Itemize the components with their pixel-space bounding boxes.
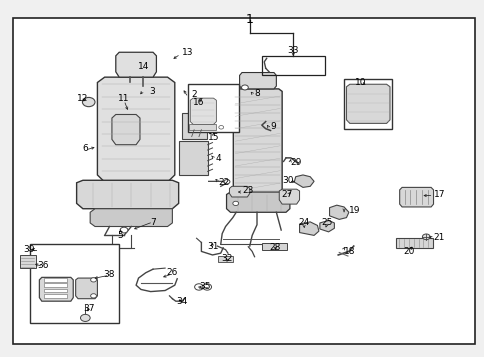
Polygon shape [190, 98, 216, 125]
Polygon shape [97, 77, 174, 182]
Text: 2: 2 [191, 90, 197, 100]
Text: 12: 12 [77, 94, 89, 103]
Text: 13: 13 [182, 48, 193, 57]
Text: 24: 24 [298, 218, 309, 227]
Bar [343, 79, 392, 129]
Polygon shape [90, 209, 172, 226]
Circle shape [120, 227, 128, 233]
Text: 30: 30 [282, 176, 294, 185]
Bar [178, 141, 207, 175]
Bar [182, 113, 207, 139]
Polygon shape [233, 89, 282, 195]
Bar [20, 255, 35, 268]
Text: 35: 35 [198, 282, 210, 291]
Text: 18: 18 [343, 247, 355, 256]
Text: 10: 10 [354, 78, 366, 87]
Text: 29: 29 [289, 158, 301, 167]
Text: 15: 15 [207, 133, 219, 142]
Text: 27: 27 [281, 190, 292, 199]
Polygon shape [294, 175, 314, 187]
Text: 36: 36 [37, 261, 49, 270]
Text: 23: 23 [242, 186, 253, 195]
Text: 9: 9 [270, 122, 276, 131]
Polygon shape [116, 52, 156, 77]
Polygon shape [399, 187, 433, 207]
Bar [30, 244, 119, 322]
Text: 39: 39 [23, 245, 34, 254]
Bar [261, 56, 324, 75]
Circle shape [218, 126, 223, 129]
Polygon shape [76, 278, 97, 299]
Bar [44, 289, 67, 292]
Text: 14: 14 [137, 62, 149, 71]
Text: 4: 4 [215, 155, 221, 164]
Polygon shape [229, 186, 249, 197]
Text: 19: 19 [348, 206, 360, 215]
Bar [188, 84, 239, 132]
Polygon shape [226, 192, 289, 212]
Circle shape [91, 294, 96, 298]
Bar [395, 238, 432, 248]
Polygon shape [346, 84, 389, 124]
Text: 34: 34 [176, 297, 187, 306]
Text: 8: 8 [254, 89, 260, 98]
Polygon shape [76, 180, 178, 209]
Circle shape [232, 201, 238, 206]
Text: 3: 3 [150, 87, 155, 96]
Polygon shape [112, 115, 140, 145]
Text: 31: 31 [207, 242, 219, 251]
Polygon shape [39, 277, 73, 301]
Circle shape [82, 97, 95, 107]
Text: 7: 7 [150, 218, 155, 227]
Bar [189, 124, 215, 130]
Polygon shape [329, 205, 348, 220]
Text: 38: 38 [104, 270, 115, 279]
Text: 1: 1 [245, 13, 253, 26]
Text: 6: 6 [82, 144, 88, 153]
Text: 16: 16 [193, 97, 204, 106]
Circle shape [202, 284, 211, 290]
Text: 17: 17 [433, 190, 444, 199]
Text: 33: 33 [287, 46, 299, 55]
Text: 20: 20 [403, 247, 414, 256]
Polygon shape [319, 221, 333, 232]
Bar [261, 242, 287, 250]
Circle shape [422, 234, 429, 240]
Polygon shape [299, 222, 318, 235]
Bar [44, 294, 67, 298]
Text: 37: 37 [83, 304, 95, 313]
Text: 26: 26 [166, 268, 178, 277]
Text: 25: 25 [321, 218, 332, 227]
Circle shape [80, 315, 90, 321]
Circle shape [91, 278, 96, 282]
Text: 28: 28 [269, 243, 281, 252]
Text: 32: 32 [221, 254, 232, 263]
Bar [44, 278, 67, 282]
Text: 22: 22 [218, 177, 229, 187]
Bar [44, 283, 67, 287]
Polygon shape [239, 72, 276, 89]
Text: 5: 5 [118, 231, 123, 240]
Circle shape [194, 284, 203, 290]
Bar [218, 256, 232, 262]
Text: 21: 21 [433, 233, 444, 242]
Circle shape [241, 85, 248, 90]
Text: 11: 11 [118, 94, 130, 103]
Circle shape [224, 180, 229, 184]
Polygon shape [279, 189, 299, 204]
